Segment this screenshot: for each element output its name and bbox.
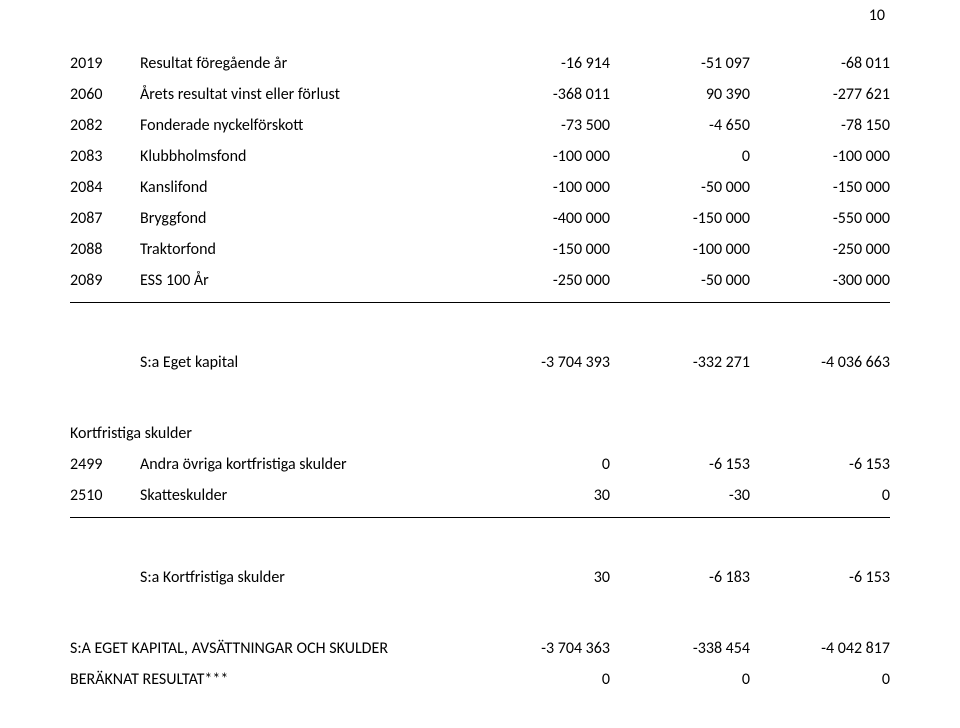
page-number: 10: [869, 6, 885, 25]
amount-col1: -73 500: [470, 110, 610, 141]
amount-col3: -6 153: [750, 562, 890, 593]
equity-sum-table: S:a Eget kapital -3 704 393 -332 271 -4 …: [70, 347, 890, 378]
amount-col3: -68 011: [750, 48, 890, 79]
blank-code: [70, 347, 140, 378]
amount-col1: 30: [470, 480, 610, 511]
grand-total-row: S:A EGET KAPITAL, AVSÄTTNINGAR OCH SKULD…: [70, 633, 890, 664]
sum-desc: S:a Eget kapital: [140, 347, 470, 378]
amount-col3: -277 621: [750, 79, 890, 110]
account-desc: Skatteskulder: [140, 480, 470, 511]
equity-lines-table: 2019 Resultat föregående år -16 914 -51 …: [70, 48, 890, 296]
amount-col3: -4 042 817: [750, 633, 890, 664]
amount-col2: -6 153: [610, 449, 750, 480]
amount-col2: -4 650: [610, 110, 750, 141]
table-row: 2089 ESS 100 År -250 000 -50 000 -300 00…: [70, 265, 890, 296]
calc-result-desc: BERÄKNAT RESULTAT***: [70, 664, 470, 695]
amount-col3: -78 150: [750, 110, 890, 141]
table-row: 2083 Klubbholmsfond -100 000 0 -100 000: [70, 141, 890, 172]
account-desc: Resultat föregående år: [140, 48, 470, 79]
amount-col1: -368 011: [470, 79, 610, 110]
amount-col2: -30: [610, 480, 750, 511]
table-row: 2084 Kanslifond -100 000 -50 000 -150 00…: [70, 172, 890, 203]
amount-col3: -4 036 663: [750, 347, 890, 378]
amount-col3: -6 153: [750, 449, 890, 480]
amount-col1: -100 000: [470, 172, 610, 203]
account-desc: Fonderade nyckelförskott: [140, 110, 470, 141]
account-code: 2499: [70, 449, 140, 480]
account-code: 2084: [70, 172, 140, 203]
amount-col2: 90 390: [610, 79, 750, 110]
account-desc: Klubbholmsfond: [140, 141, 470, 172]
kortfristiga-sum-table: S:a Kortfristiga skulder 30 -6 183 -6 15…: [70, 562, 890, 593]
account-desc: Årets resultat vinst eller förlust: [140, 79, 470, 110]
amount-col1: 30: [470, 562, 610, 593]
table-row: 2499 Andra övriga kortfristiga skulder 0…: [70, 449, 890, 480]
kortfristiga-section-label: Kortfristiga skulder: [70, 418, 890, 449]
amount-col3: 0: [750, 664, 890, 695]
amount-col2: -51 097: [610, 48, 750, 79]
account-desc: Traktorfond: [140, 234, 470, 265]
page-container: 10 2019 Resultat föregående år -16 914 -…: [0, 0, 960, 728]
account-code: 2087: [70, 203, 140, 234]
account-code: 2060: [70, 79, 140, 110]
table-row: 2082 Fonderade nyckelförskott -73 500 -4…: [70, 110, 890, 141]
amount-col1: -3 704 363: [470, 633, 610, 664]
table-row: 2019 Resultat föregående år -16 914 -51 …: [70, 48, 890, 79]
account-code: 2083: [70, 141, 140, 172]
amount-col2: 0: [610, 664, 750, 695]
table-row: 2510 Skatteskulder 30 -30 0: [70, 480, 890, 511]
account-desc: ESS 100 År: [140, 265, 470, 296]
table-row: 2087 Bryggfond -400 000 -150 000 -550 00…: [70, 203, 890, 234]
amount-col1: -150 000: [470, 234, 610, 265]
account-code: 2088: [70, 234, 140, 265]
kortfristiga-table: 2499 Andra övriga kortfristiga skulder 0…: [70, 449, 890, 511]
amount-col3: -100 000: [750, 141, 890, 172]
amount-col2: -332 271: [610, 347, 750, 378]
account-code: 2510: [70, 480, 140, 511]
account-desc: Bryggfond: [140, 203, 470, 234]
table-row: 2060 Årets resultat vinst eller förlust …: [70, 79, 890, 110]
account-code: 2082: [70, 110, 140, 141]
amount-col3: -550 000: [750, 203, 890, 234]
amount-col1: -16 914: [470, 48, 610, 79]
sum-row: S:a Eget kapital -3 704 393 -332 271 -4 …: [70, 347, 890, 378]
account-code: 2019: [70, 48, 140, 79]
table-row: 2088 Traktorfond -150 000 -100 000 -250 …: [70, 234, 890, 265]
amount-col2: -50 000: [610, 265, 750, 296]
amount-col2: -100 000: [610, 234, 750, 265]
account-desc: Andra övriga kortfristiga skulder: [140, 449, 470, 480]
divider: [70, 517, 890, 518]
amount-col1: -3 704 393: [470, 347, 610, 378]
amount-col1: -250 000: [470, 265, 610, 296]
amount-col2: 0: [610, 141, 750, 172]
account-code: 2089: [70, 265, 140, 296]
grand-total-desc: S:A EGET KAPITAL, AVSÄTTNINGAR OCH SKULD…: [70, 633, 470, 664]
amount-col2: -50 000: [610, 172, 750, 203]
amount-col1: -400 000: [470, 203, 610, 234]
blank-code: [70, 562, 140, 593]
amount-col1: 0: [470, 449, 610, 480]
amount-col3: -300 000: [750, 265, 890, 296]
amount-col3: 0: [750, 480, 890, 511]
amount-col2: -150 000: [610, 203, 750, 234]
sum-row: S:a Kortfristiga skulder 30 -6 183 -6 15…: [70, 562, 890, 593]
amount-col1: -100 000: [470, 141, 610, 172]
amount-col3: -250 000: [750, 234, 890, 265]
account-desc: Kanslifond: [140, 172, 470, 203]
amount-col2: -338 454: [610, 633, 750, 664]
amount-col3: -150 000: [750, 172, 890, 203]
sum-desc: S:a Kortfristiga skulder: [140, 562, 470, 593]
calc-result-row: BERÄKNAT RESULTAT*** 0 0 0: [70, 664, 890, 695]
divider: [70, 302, 890, 303]
amount-col2: -6 183: [610, 562, 750, 593]
grand-total-table: S:A EGET KAPITAL, AVSÄTTNINGAR OCH SKULD…: [70, 633, 890, 695]
amount-col1: 0: [470, 664, 610, 695]
